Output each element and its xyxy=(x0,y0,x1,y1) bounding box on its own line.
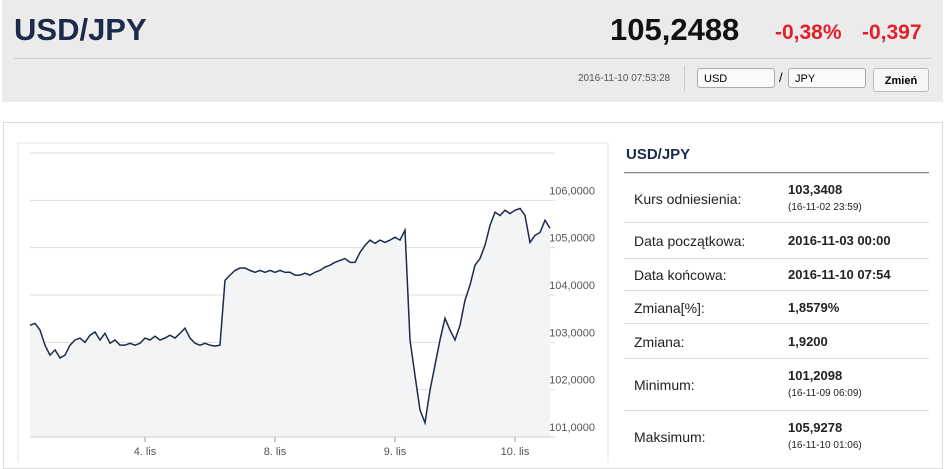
quote-select[interactable]: JPY xyxy=(788,68,866,88)
row-value: 1,9200 xyxy=(788,333,828,349)
row-value: 105,9278 xyxy=(788,420,843,435)
row-value: 1,8579% xyxy=(788,299,840,315)
x-tick-label: 8. lis xyxy=(264,446,287,458)
divider xyxy=(684,66,685,92)
divider xyxy=(624,172,929,173)
y-tick-label: 104,0000 xyxy=(549,280,595,292)
base-select[interactable]: USD xyxy=(697,68,775,88)
y-tick-label: 106,0000 xyxy=(549,185,595,197)
change-pct: -0,38% xyxy=(775,21,842,44)
table-row: Zmiana[%]: 1,8579% xyxy=(624,290,929,324)
x-tick-label: 4. lis xyxy=(134,446,157,458)
table-title: USD/JPY xyxy=(626,146,691,163)
row-label: Minimum: xyxy=(634,377,695,393)
row-note: (16-11-02 23:59) xyxy=(788,201,862,213)
row-label: Maksimum: xyxy=(634,429,706,445)
row-value: 2016-11-10 07:54 xyxy=(788,267,891,282)
change: -0,397 xyxy=(862,21,922,44)
table-row: Minimum: 101,2098 (16-11-09 06:09) xyxy=(624,358,929,411)
row-value: 2016-11-03 00:00 xyxy=(788,233,891,248)
area xyxy=(30,208,550,437)
row-note: (16-11-10 01:06) xyxy=(788,440,862,451)
x-tick-label: 10. lis xyxy=(501,446,530,458)
y-tick-label: 101,0000 xyxy=(549,422,595,434)
pair-title: USD/JPY xyxy=(14,12,147,47)
timestamp: 2016-11-10 07:53:28 xyxy=(578,73,671,84)
chart: 101,0000 102,0000 103,0000 104,0000 105,0000… xyxy=(17,142,609,462)
table-row: Kurs odniesienia: 103,3408 (16-11-02 23:59… xyxy=(624,173,929,223)
divider xyxy=(14,58,931,59)
y-tick-label: 103,0000 xyxy=(549,327,595,339)
row-label: Data końcowa: xyxy=(634,267,727,283)
table-row: Maksimum: 105,9278 (16-11-10 01:06) xyxy=(624,410,929,463)
row-label: Kurs odniesienia: xyxy=(634,190,742,207)
row-note: (16-11-09 06:09) xyxy=(788,388,862,399)
table-row: Data początkowa: 2016-11-03 00:00 xyxy=(624,222,929,259)
price: 105,2488 xyxy=(610,12,740,47)
table-row: Data końcowa: 2016-11-10 07:54 xyxy=(624,258,929,291)
x-tick-label: 9. lis xyxy=(384,446,407,458)
row-value: 101,2098 xyxy=(788,368,843,383)
price-line xyxy=(29,207,551,426)
y-tick-label: 105,0000 xyxy=(549,233,595,245)
submit-button[interactable]: Zmień xyxy=(873,68,929,92)
table-row: Zmiana: 1,9200 xyxy=(624,323,929,359)
row-label: Zmiana[%]: xyxy=(634,299,705,316)
slash: / xyxy=(779,70,783,85)
y-tick-label: 102,0000 xyxy=(549,375,595,387)
row-value: 103,3408 xyxy=(788,181,843,197)
header xyxy=(2,0,943,102)
row-label: Zmiana: xyxy=(634,333,685,350)
row-label: Data początkowa: xyxy=(634,233,746,249)
